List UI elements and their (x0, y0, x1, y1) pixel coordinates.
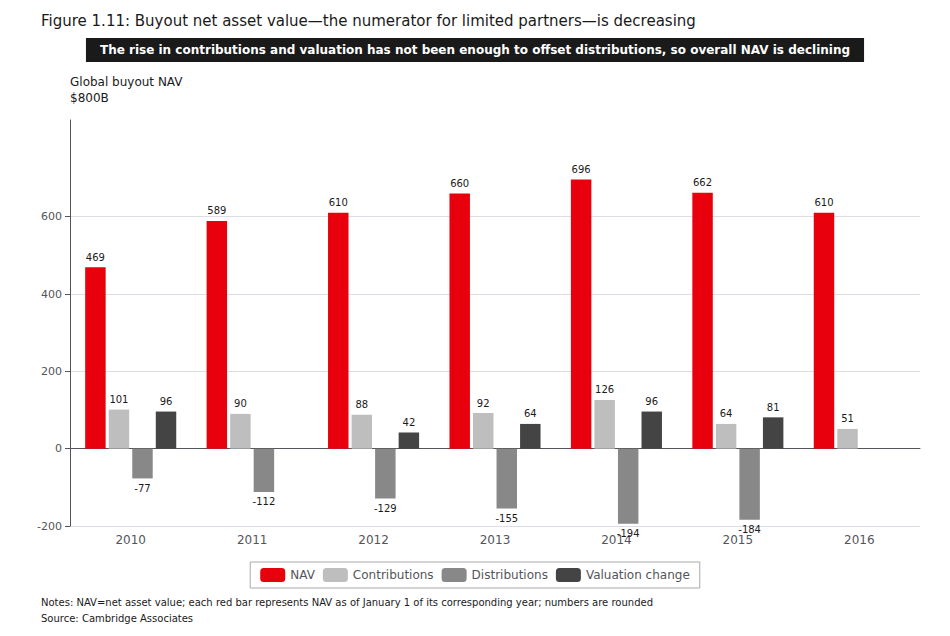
svg-text:662: 662 (693, 177, 712, 188)
svg-text:Global buyout NAV: Global buyout NAV (70, 75, 183, 89)
svg-text:660: 660 (450, 178, 469, 189)
svg-text:469: 469 (86, 252, 105, 263)
svg-text:600: 600 (41, 210, 62, 223)
svg-text:126: 126 (595, 384, 614, 395)
svg-text:NAV: NAV (290, 568, 315, 582)
svg-text:696: 696 (572, 164, 591, 175)
svg-text:-155: -155 (495, 513, 518, 524)
svg-text:Figure 1.11: Buyout net asset: Figure 1.11: Buyout net asset value—the … (41, 12, 696, 30)
svg-text:Distributions: Distributions (472, 568, 548, 582)
svg-text:2016: 2016 (844, 533, 875, 547)
svg-text:-112: -112 (253, 496, 276, 507)
svg-text:101: 101 (109, 394, 128, 405)
svg-text:-200: -200 (37, 520, 62, 533)
svg-text:96: 96 (645, 396, 658, 407)
svg-text:Contributions: Contributions (353, 568, 434, 582)
svg-text:2011: 2011 (237, 533, 268, 547)
svg-text:610: 610 (814, 197, 833, 208)
svg-text:-184: -184 (738, 524, 761, 535)
svg-text:The rise in contributions and: The rise in contributions and valuation … (100, 43, 850, 57)
svg-text:Valuation change: Valuation change (586, 568, 690, 582)
svg-text:2015: 2015 (722, 533, 754, 547)
svg-text:96: 96 (160, 396, 173, 407)
svg-text:Notes: NAV=net asset value; ea: Notes: NAV=net asset value; each red bar… (41, 597, 653, 608)
svg-text:-77: -77 (134, 483, 150, 494)
svg-text:Source: Cambridge Associates: Source: Cambridge Associates (41, 613, 193, 624)
svg-text:92: 92 (477, 398, 490, 409)
svg-text:589: 589 (207, 205, 226, 216)
svg-text:200: 200 (41, 365, 62, 378)
svg-text:90: 90 (234, 398, 247, 409)
svg-text:-129: -129 (374, 503, 397, 514)
svg-text:88: 88 (355, 399, 368, 410)
svg-text:64: 64 (524, 408, 537, 419)
svg-text:2014: 2014 (601, 533, 632, 547)
svg-text:400: 400 (41, 288, 62, 301)
svg-text:610: 610 (329, 197, 348, 208)
svg-text:81: 81 (767, 402, 780, 413)
svg-text:$800B: $800B (70, 91, 109, 105)
svg-text:2010: 2010 (115, 533, 146, 547)
svg-text:0: 0 (55, 442, 62, 455)
svg-text:2013: 2013 (480, 533, 511, 547)
svg-text:42: 42 (403, 417, 416, 428)
svg-text:-194: -194 (617, 528, 640, 539)
svg-text:2012: 2012 (358, 533, 389, 547)
svg-text:51: 51 (841, 413, 854, 424)
svg-text:64: 64 (720, 408, 733, 419)
